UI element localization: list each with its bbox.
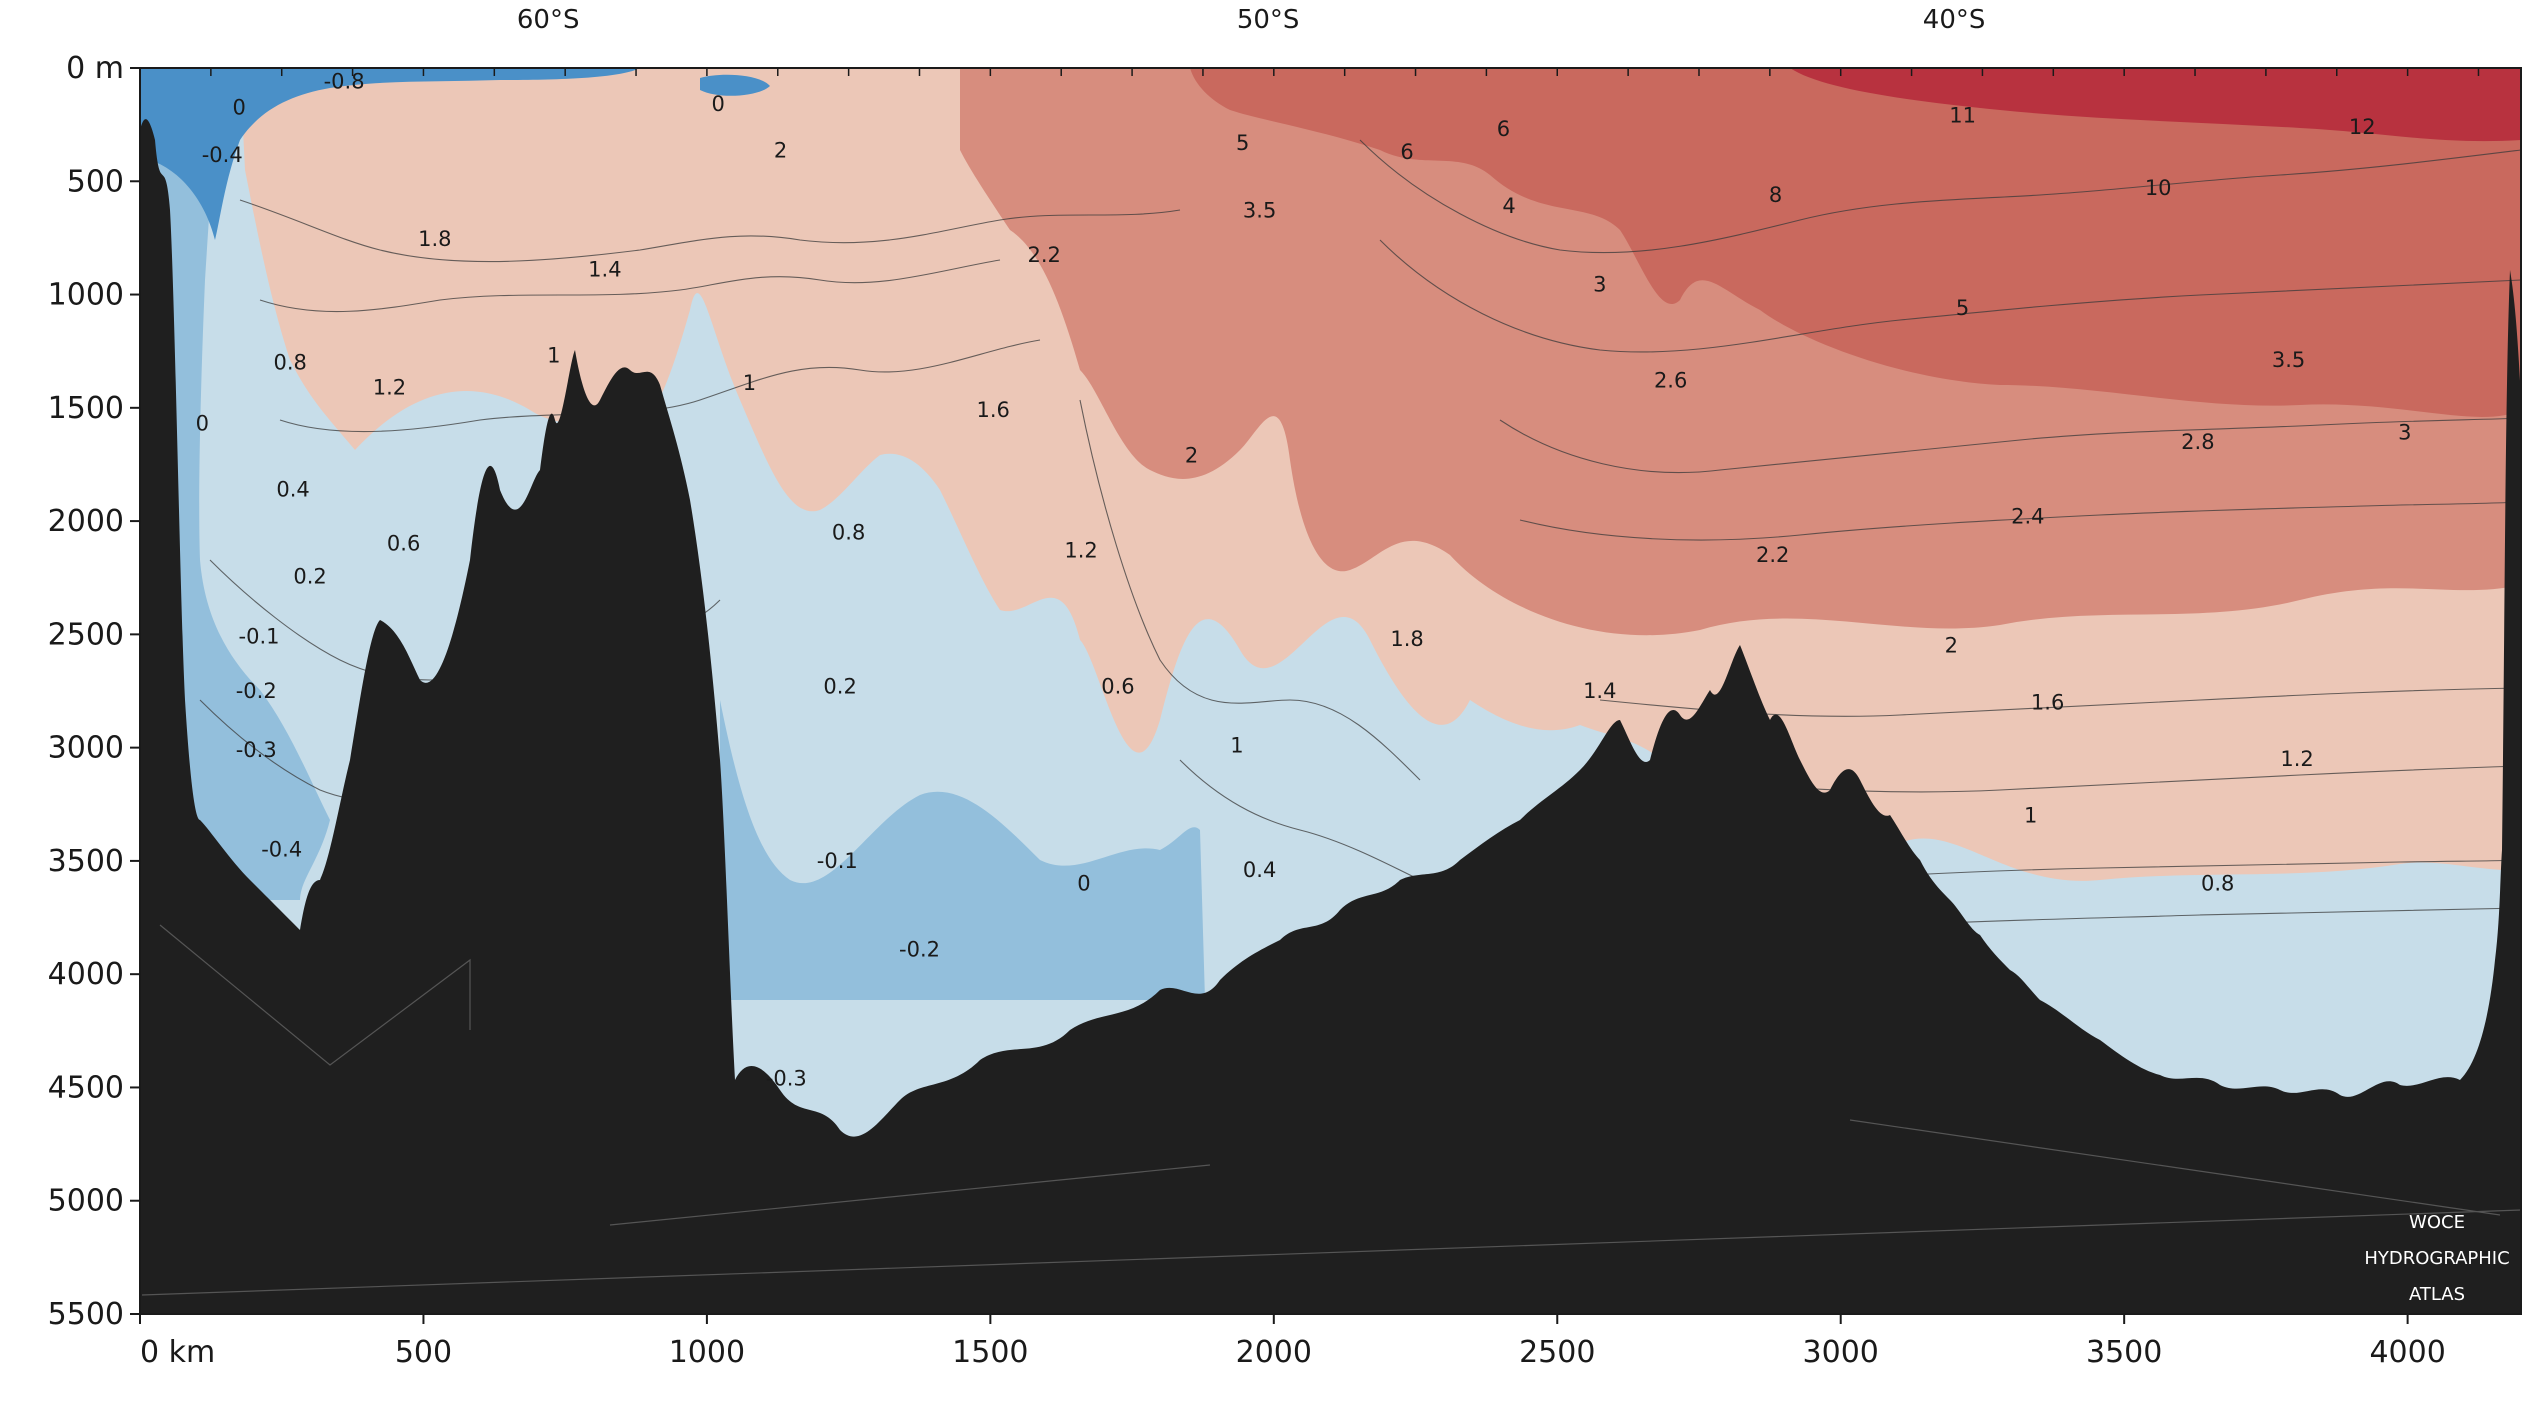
contour-label: -0.8 (324, 70, 365, 94)
x-tick-label: 0 km (140, 1335, 215, 1370)
contour-label: -0.2 (899, 937, 940, 961)
contour-label: 10 (2145, 176, 2172, 200)
y-tick-label: 0 m (66, 51, 124, 86)
contour-label: 1.6 (976, 398, 1009, 422)
contour-label: 8 (1769, 183, 1782, 207)
contour-label: -0.4 (202, 143, 243, 167)
contour-label: 1.2 (373, 375, 406, 399)
contour-label: 2 (1185, 443, 1198, 467)
contour-label: 0.8 (832, 520, 865, 544)
cold-water-layer (140, 68, 1205, 1000)
contour-label: 6 (1497, 117, 1510, 141)
contour-label: -0.3 (236, 738, 277, 762)
contour-label: 1.2 (2280, 747, 2313, 771)
x-tick-label: 4000 (2369, 1335, 2445, 1370)
contour-label: 1 (743, 371, 756, 395)
contour-label: 0.6 (387, 532, 420, 556)
contour-label: 1.8 (418, 227, 451, 251)
latitude-label: 40°S (1923, 5, 1986, 35)
contour-label: 2 (774, 139, 787, 163)
x-tick-label: 3500 (2086, 1335, 2162, 1370)
y-axis: 0 m 500 1000 1500 2000 2500 3000 3500 4000 4500 50… (48, 51, 140, 1332)
seafloor-topography (140, 119, 2521, 1315)
very-cold-water-layer (140, 68, 770, 240)
contour-label: 0 (233, 96, 246, 120)
contour-label: 11 (1949, 104, 1976, 128)
warmer-water-layer (1190, 68, 2521, 417)
contour-label: 2 (1945, 634, 1958, 658)
plot-frame (139, 67, 2522, 1315)
contour-label: 1.4 (588, 258, 621, 282)
contour-label: 1.6 (2031, 690, 2064, 714)
y-tick-label: 3000 (48, 731, 124, 766)
contour-label: 2.4 (2011, 505, 2044, 529)
contour-label: -0.3 (766, 1066, 807, 1090)
contour-label: 0 (1077, 872, 1090, 896)
contour-label: -0.1 (239, 625, 280, 649)
credit-block: WOCE HYDROGRAPHIC ATLAS (2364, 1212, 2509, 1305)
contour-label: 0.2 (293, 565, 326, 589)
contour-label: 1.8 (1390, 627, 1423, 651)
contour-label: 6 (1400, 140, 1413, 164)
contour-label: 0 (712, 92, 725, 116)
latitude-axis: 60°S 50°S 40°S (139, 5, 2480, 76)
x-tick-label: 2500 (1519, 1335, 1595, 1370)
contour-label: -0.4 (261, 838, 302, 862)
y-tick-label: 2500 (48, 617, 124, 652)
y-tick-label: 1500 (48, 391, 124, 426)
contour-label: 3.5 (1243, 199, 1276, 223)
contour-label: 5 (1236, 131, 1249, 155)
contour-label: 1 (1230, 733, 1243, 757)
x-tick-label: 1000 (669, 1335, 745, 1370)
x-axis: 0 km 500 1000 1500 2000 2500 3000 3500 4000 (139, 1314, 2446, 1370)
contour-label: 3 (1593, 272, 1606, 296)
y-tick-label: 4500 (48, 1070, 124, 1105)
hot-water-layer (1790, 68, 2521, 142)
x-tick-label: 3000 (1803, 1335, 1879, 1370)
x-tick-label: 1500 (952, 1335, 1028, 1370)
contour-label: 0.8 (274, 351, 307, 375)
credit-line: WOCE (2409, 1212, 2465, 1233)
y-tick-label: 5500 (48, 1297, 124, 1332)
contour-label: 2.2 (1756, 543, 1789, 567)
y-tick-label: 5000 (48, 1184, 124, 1219)
contour-label: 0.6 (1101, 674, 1134, 698)
y-tick-label: 500 (67, 164, 124, 199)
contour-labels: -0.8 0 -0.4 0 2 1.8 1.4 1 0.8 1.2 0 0.4 0.6 0.2 -0.1 -0… (196, 70, 2412, 1091)
contour-label: 1 (2024, 804, 2037, 828)
contour-label: 0 (196, 412, 209, 436)
contour-label: 0.8 (2201, 872, 2234, 896)
contour-label: 4 (1502, 194, 1515, 218)
contour-label: 12 (2349, 115, 2376, 139)
x-tick-label: 2000 (1236, 1335, 1312, 1370)
contour-label: 0.2 (823, 674, 856, 698)
y-tick-label: 3500 (48, 844, 124, 879)
contour-label: 1.4 (1583, 679, 1616, 703)
contour-label: 0.4 (1243, 858, 1276, 882)
contour-label: -0.2 (236, 679, 277, 703)
contour-label: 2.2 (1028, 243, 1061, 267)
contour-label: 1 (547, 344, 560, 368)
contour-label: 2.6 (1654, 369, 1687, 393)
latitude-label: 50°S (1237, 5, 1300, 35)
x-tick-label: 500 (395, 1335, 452, 1370)
credit-line: ATLAS (2409, 1284, 2465, 1305)
contour-label: 5 (1956, 296, 1969, 320)
y-tick-label: 4000 (48, 957, 124, 992)
contour-label: 3 (2398, 421, 2411, 445)
credit-line: HYDROGRAPHIC (2364, 1248, 2509, 1269)
contour-label: 0.4 (276, 477, 309, 501)
latitude-label: 60°S (517, 5, 580, 35)
contour-label: 1.2 (1064, 539, 1097, 563)
contour-label: -0.1 (817, 849, 858, 873)
contour-label: 3.5 (2272, 348, 2305, 372)
y-tick-label: 1000 (48, 278, 124, 313)
y-tick-label: 2000 (48, 504, 124, 539)
cast-lines (141, 924, 2522, 1296)
contour-label: 2.8 (2181, 430, 2214, 454)
